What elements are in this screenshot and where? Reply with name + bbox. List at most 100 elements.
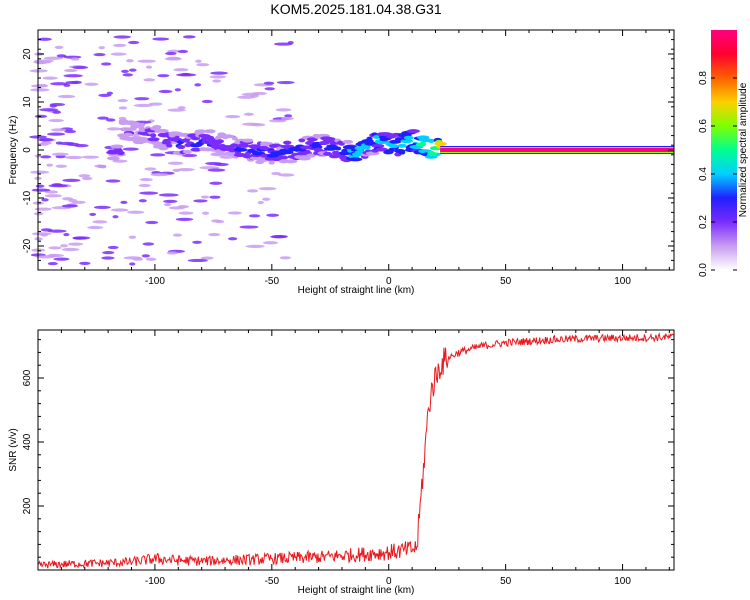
x-tick-label: 100 [614,276,631,287]
spectrogram-cell [82,155,100,159]
spectrogram-cell [388,144,399,149]
x-tick-label: 50 [500,576,512,587]
spectrogram-cell [33,60,52,64]
spectrogram-cell [334,146,342,151]
spectrogram-cell [318,140,330,145]
spectrogram-cell [40,141,52,145]
spectrogram-cell [398,150,406,155]
spectrogram-cell [198,133,211,138]
spectrogram-cell [29,69,48,73]
x-tick-label: -50 [265,276,280,287]
spectrogram-plot-frame [37,29,675,271]
spectrogram-cell [78,174,91,178]
spectrogram-cell [71,80,82,84]
spectrogram-cell [42,76,58,80]
x-tick-label: 50 [500,276,512,287]
spectrogram-cell [145,257,157,261]
spectrogram-cell [54,45,64,49]
spectrogram-cell [63,232,70,237]
spectrogram-cell [129,262,136,266]
y-tick-label: -10 [22,190,33,205]
spectrogram-cell [375,147,388,152]
spectrogram-cell [268,160,275,165]
spectrogram-cell [263,81,275,85]
spectrogram-cell [150,153,166,157]
spectrogram-cell [137,59,156,63]
spectrogram-cell [266,213,280,217]
spectrogram-cell [107,245,119,250]
spectrogram-cell [406,129,420,134]
spectrogram-cell [116,150,125,155]
spectrogram-cell [132,257,144,261]
spectrogram-cell [31,232,52,236]
spectrogram-cell [233,147,248,152]
colorbar: 0.0 0.2 0.4 0.6 0.8 Normalized spectral ampl… [698,30,749,277]
spectrogram-cell [278,155,288,160]
spectrogram-cell [65,155,83,160]
spectrogram-cell [216,139,224,144]
spectrogram-cell [266,153,280,158]
spectrogram-cell [209,181,223,185]
spectrogram-cell [225,115,241,119]
spectrogram-cell [128,68,137,72]
spectrogram-cell [93,52,106,57]
spectrogram-cell [34,237,43,241]
spectrogram-cell [64,68,78,73]
spectrogram-cell [48,246,62,250]
spectrogram-cell [43,56,63,60]
spectrogram-cell [193,199,208,203]
spectrogram-cell [323,151,333,156]
spectrogram-cell [348,157,363,162]
spectrogram-cell [264,87,275,91]
y-tick-label: 20 [22,48,33,60]
spectrogram-cell [74,144,89,148]
spectrogram-cell [71,200,86,204]
spectrogram-cell [123,132,133,137]
x-tick-label: -50 [265,576,280,587]
spectrogram-cell [178,211,194,215]
spectrogram-cell [166,56,181,60]
spectrogram-cell [113,35,131,39]
colorbar-label: Normalized spectral amplitude [738,82,749,217]
figure-title: KOM5.2025.181.04.38.G31 [270,1,441,17]
y-tick-label: 0 [22,147,33,153]
spectrogram-cell [99,165,107,169]
spectrogram-cell [93,205,111,209]
spectrogram-cell [174,88,181,92]
snr-x-ticks: -100 -50 0 50 100 [37,330,670,587]
spectrogram-cell [182,149,192,154]
snr-y-ticks: 200 400 600 [22,339,674,571]
snr-y-axis-label: SNR (v/v) [8,428,19,471]
spectrogram-cell [110,52,127,56]
spectrogram-cell [275,108,292,112]
snr-panel: -100 -50 0 50 100 200 400 600 Height of straig… [8,329,675,596]
spectrogram-cell [53,257,70,261]
spectrogram-cell [157,74,170,78]
spectrogram-cell [105,118,116,122]
spectrogram-cell [182,35,196,39]
spectrogram-y-axis-label: Frequency (Hz) [8,116,19,185]
spectrogram-cell [150,173,169,177]
spectrogram-cell [128,235,137,239]
spectrogram-cell [397,143,407,148]
spectrogram-cell [142,242,155,246]
colorbar-tick-label: 0.0 [698,263,709,277]
spectrogram-cell [127,120,138,125]
spectrogram-cell [141,254,150,258]
spectrogram-cell [195,59,202,63]
spectrogram-cell [306,153,316,158]
spectrogram-cell [176,73,197,77]
spectrogram-cell [276,80,295,85]
spectrogram-cell [118,106,128,110]
spectrogram-cell [47,261,58,266]
spectrogram-cell [231,136,238,141]
spectrogram-cell [30,170,50,174]
spectrogram-cell [201,211,210,215]
spectrogram-cell [30,88,50,92]
spectrogram-cell [97,116,109,120]
spectrogram-cell [342,139,354,144]
spectrogram-cell [122,147,139,151]
spectrogram-cell [102,251,115,255]
spectrogram-cell [33,212,44,216]
